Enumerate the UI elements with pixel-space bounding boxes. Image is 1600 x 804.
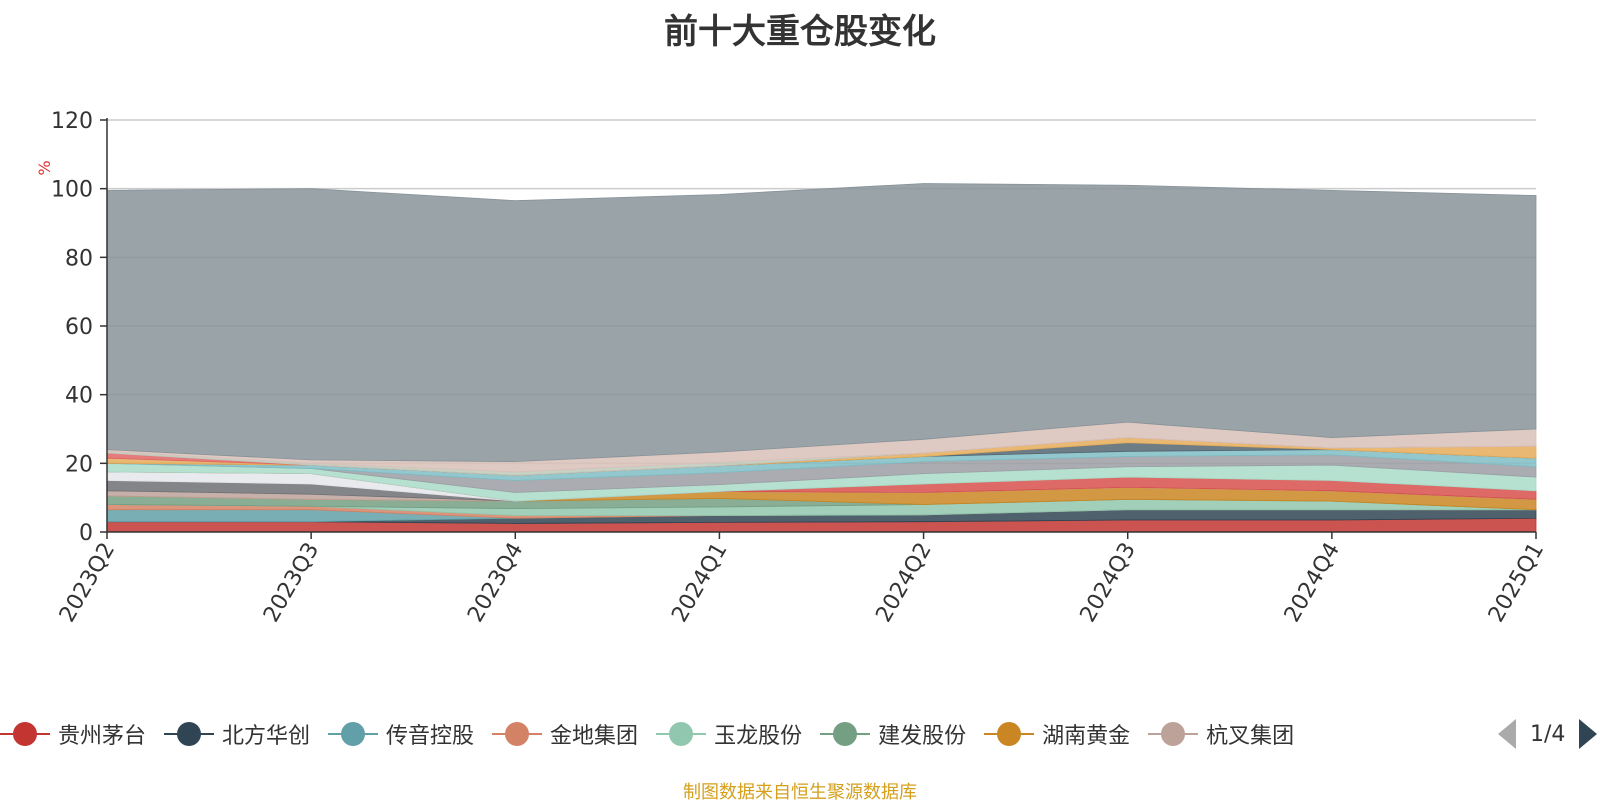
legend-item[interactable]: 北方华创 [164, 712, 310, 756]
legend-label: 杭叉集团 [1206, 724, 1295, 749]
x-tick-label: 2023Q3 [259, 539, 324, 627]
legend-label: 建发股份 [878, 724, 967, 749]
legend-item[interactable]: 传音控股 [328, 712, 474, 756]
y-tick-label: 60 [65, 315, 93, 340]
y-tick-label: 120 [51, 109, 93, 134]
legend-marker-icon [164, 721, 215, 747]
legend-item[interactable]: 杭叉集团 [1148, 712, 1294, 756]
y-unit-label: % [35, 160, 54, 175]
area-chart: 0 20 40 60 80 100 120 2023Q2 2023Q3 2023Q4 2024Q1 2… [35, 109, 1549, 627]
legend-marker-icon [820, 721, 871, 747]
legend-marker-icon [328, 721, 379, 747]
legend-item[interactable]: 建发股份 [820, 712, 966, 756]
y-tick-label: 40 [65, 384, 93, 409]
stacked-areas [106, 183, 1537, 533]
x-tick-label: 2023Q2 [55, 539, 120, 627]
legend-marker-icon [492, 721, 543, 747]
y-tick-label: 80 [65, 246, 93, 271]
legend-item[interactable]: 贵州茅台 [0, 712, 146, 756]
legend-label: 湖南黄金 [1042, 724, 1131, 749]
legend-marker-icon [0, 721, 50, 747]
legend: 贵州茅台 北方华创 传音控股 金地集团 玉龙股份 建发股份 湖南黄金 杭叉集团 [0, 712, 1490, 756]
y-tick-label: 20 [65, 452, 93, 477]
legend-marker-icon [1148, 721, 1199, 747]
legend-item[interactable]: 湖南黄金 [984, 712, 1130, 756]
legend-label: 玉龙股份 [714, 724, 803, 749]
legend-item[interactable]: 玉龙股份 [656, 712, 802, 756]
x-tick-label: 2024Q1 [667, 539, 732, 627]
x-tick-label: 2024Q2 [871, 539, 936, 627]
legend-page-indicator: 1/4 [1530, 721, 1566, 747]
x-tick-label: 2024Q4 [1280, 539, 1345, 627]
data-source-footer: 制图数据来自恒生聚源数据库 [683, 782, 917, 803]
y-tick-label: 100 [51, 178, 93, 203]
legend-item[interactable]: 金地集团 [492, 712, 638, 756]
legend-prev-icon[interactable] [1498, 719, 1516, 749]
legend-next-icon[interactable] [1579, 719, 1598, 749]
area-series-19 [106, 183, 1537, 463]
legend-label: 贵州茅台 [58, 724, 147, 749]
x-tick-label: 2024Q3 [1076, 539, 1141, 627]
legend-marker-icon [984, 721, 1035, 747]
legend-marker-icon [656, 721, 707, 747]
x-tick-label: 2025Q1 [1484, 539, 1549, 627]
chart-title: 前十大重仓股变化 [664, 12, 936, 52]
legend-pager: 1/4 [1498, 716, 1598, 752]
legend-label: 金地集团 [550, 724, 639, 749]
legend-label: 北方华创 [222, 724, 311, 749]
legend-label: 传音控股 [386, 724, 475, 749]
y-tick-label: 0 [79, 521, 93, 546]
x-tick-label: 2023Q4 [463, 539, 528, 627]
